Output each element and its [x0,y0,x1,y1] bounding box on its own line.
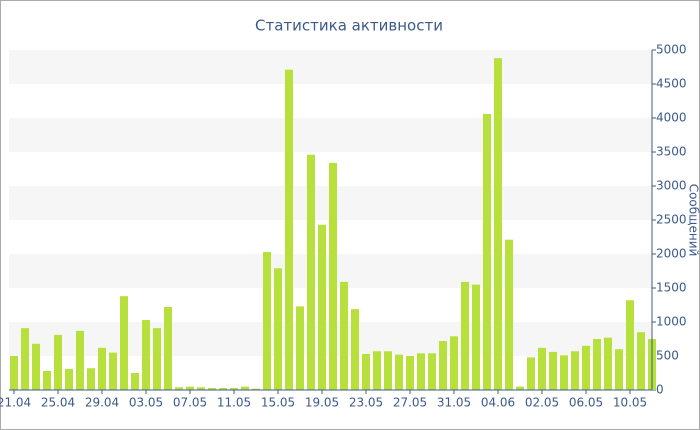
x-tick-label: 31.05 [437,396,471,410]
bar [329,162,337,390]
bar [307,154,315,390]
y-tick-label: 1000 [656,315,687,329]
bar [230,387,238,390]
bar [87,368,95,390]
y-axis-label: Сообщений [687,184,700,257]
y-tick-label: 2500 [656,213,687,227]
bar [76,330,84,390]
y-tick-label: 500 [656,349,679,363]
bar [252,388,260,390]
bar [516,386,524,390]
bar [43,370,51,390]
bar [450,336,458,390]
bar [153,328,161,390]
bar [373,351,381,390]
bar [395,354,403,390]
x-tick-label: 11.05 [217,396,251,410]
bar [406,356,414,390]
x-tick-label: 15.05 [261,396,295,410]
bar [263,251,271,390]
y-tick-label: 3000 [656,179,687,193]
bar [186,386,194,390]
bar [527,357,535,390]
chart-title: Статистика активности [255,17,443,35]
bar [131,373,139,390]
bar [439,341,447,390]
bar [461,281,469,390]
bar [241,386,249,390]
x-tick-label: 19.05 [305,396,339,410]
bar [483,113,491,391]
x-tick-label: 07.05 [173,396,207,410]
bar [351,309,359,390]
bar [54,334,62,390]
x-tick-label: 06.05 [569,396,603,410]
grid-band [9,50,652,84]
x-tick-label: 21.04 [0,396,31,410]
bar [560,355,568,390]
x-tick-label: 29.04 [85,396,119,410]
bar [604,337,612,390]
bar [197,387,205,390]
y-tick-label: 4000 [656,111,687,125]
bar [538,347,546,390]
y-tick-label: 4500 [656,77,687,91]
x-tick-label: 03.05 [129,396,163,410]
bar [120,296,128,390]
bar [109,352,117,390]
y-tick-label: 5000 [656,43,687,57]
y-tick-label: 0 [656,383,664,397]
y-tick-label: 2000 [656,247,687,261]
bar [219,387,227,390]
x-tick-label: 04.06 [481,396,515,410]
bar [285,69,293,390]
bar [571,351,579,390]
x-tick-label: 02.05 [525,396,559,410]
bar [175,387,183,390]
bar [10,356,18,390]
bar [340,281,348,390]
x-tick-label: 27.05 [393,396,427,410]
x-tick-label: 25.04 [41,396,75,410]
grid-band [9,118,652,152]
bar [164,307,172,390]
bar [65,368,73,390]
y-tick-label: 1500 [656,281,687,295]
bar [318,224,326,390]
bar [32,343,40,390]
bar [494,58,502,390]
bar [428,353,436,390]
x-tick-label: 10.05 [613,396,647,410]
bar [637,332,645,390]
bar [417,353,425,390]
bar [626,300,634,390]
bar [549,351,557,390]
bar [208,387,216,390]
x-tick-label: 23.05 [349,396,383,410]
bar [21,328,29,390]
y-tick-label: 3500 [656,145,687,159]
bar [274,268,282,390]
bar [582,345,590,390]
bar [98,347,106,390]
bar [593,339,601,390]
bar [615,349,623,390]
bar [362,353,370,390]
bar [472,284,480,390]
bar [384,351,392,390]
bar [142,319,150,390]
bar [505,239,513,390]
bar [296,306,304,390]
